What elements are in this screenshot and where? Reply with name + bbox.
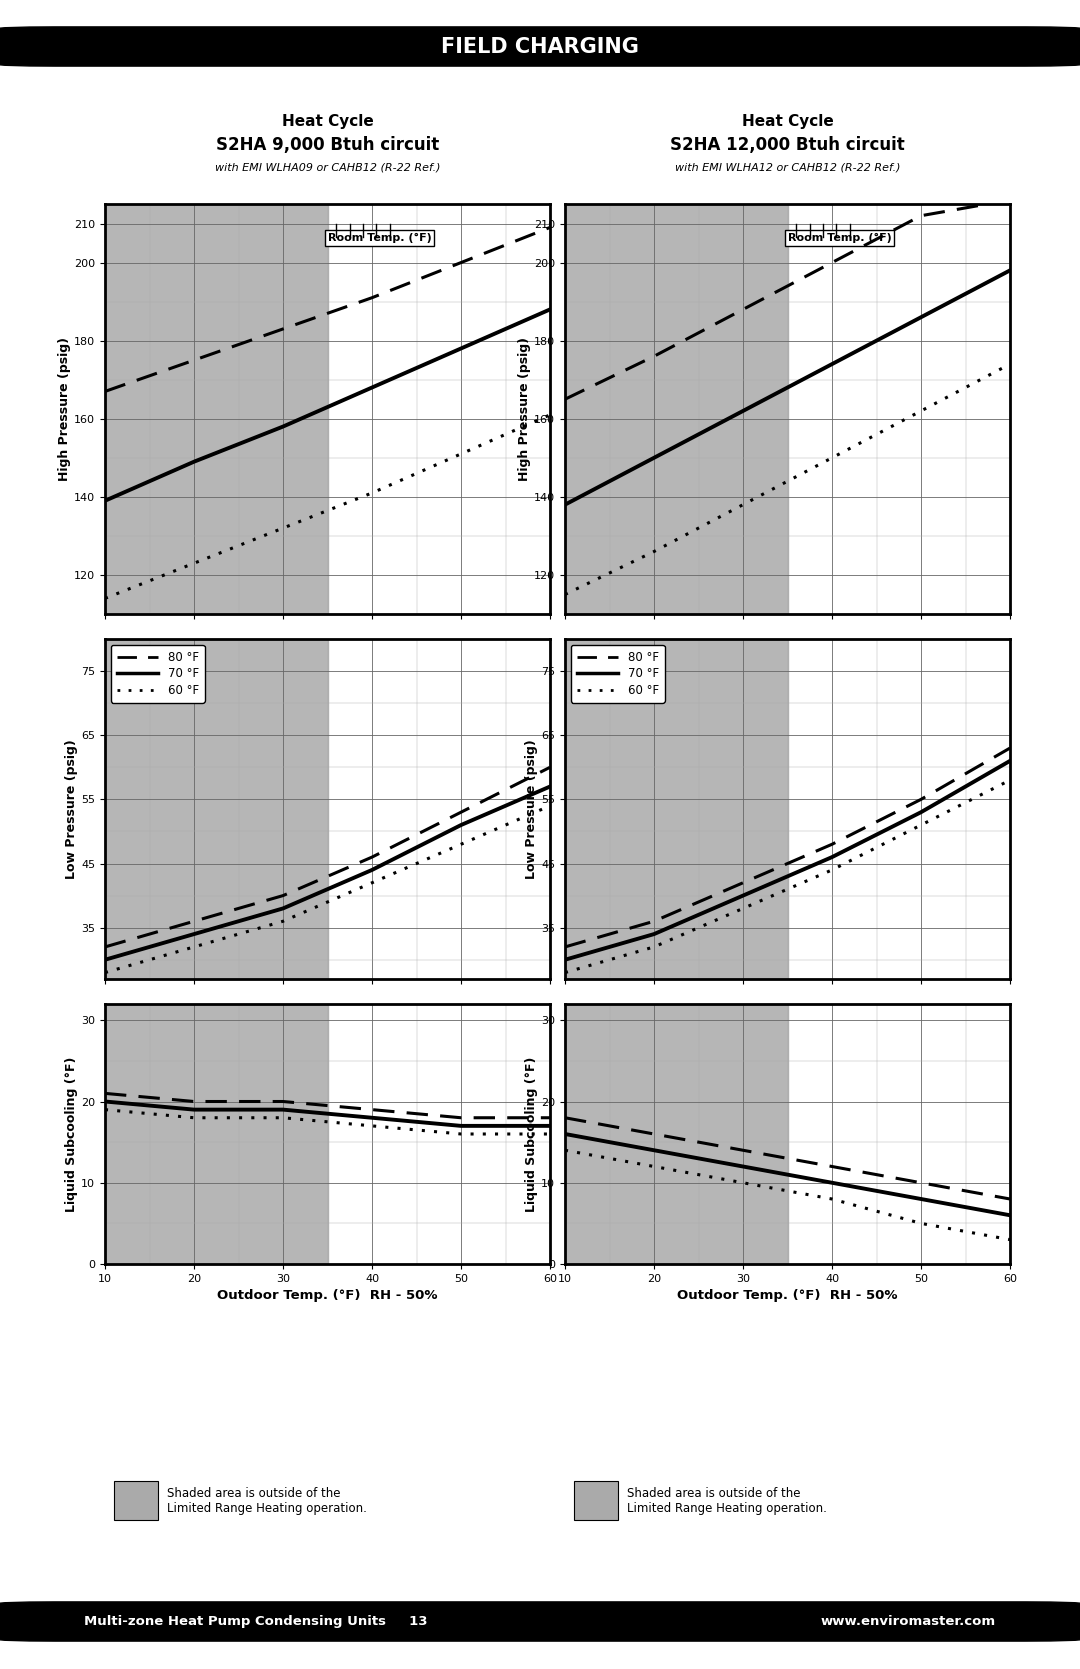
Bar	[565, 204, 787, 614]
Text: S2HA 9,000 Btuh circuit: S2HA 9,000 Btuh circuit	[216, 137, 440, 155]
Y-axis label: Liquid Subcooling (°F): Liquid Subcooling (°F)	[66, 1056, 79, 1212]
Text: with EMI WLHA09 or CAHB12 (R-22 Ref.): with EMI WLHA09 or CAHB12 (R-22 Ref.)	[215, 164, 441, 174]
Text: S2HA 12,000 Btuh circuit: S2HA 12,000 Btuh circuit	[670, 137, 905, 155]
Text: FIELD CHARGING: FIELD CHARGING	[441, 37, 639, 57]
X-axis label: Outdoor Temp. (°F)  RH - 50%: Outdoor Temp. (°F) RH - 50%	[677, 1288, 897, 1302]
Bar	[113, 1480, 159, 1519]
Text: Heat Cycle: Heat Cycle	[742, 113, 834, 129]
Text: Room Temp. (°F): Room Temp. (°F)	[787, 232, 891, 242]
FancyBboxPatch shape	[0, 27, 1080, 67]
Bar	[565, 1005, 787, 1263]
Text: Shaded area is outside of the
Limited Range Heating operation.: Shaded area is outside of the Limited Ra…	[167, 1487, 367, 1514]
Text: Heat Cycle: Heat Cycle	[282, 113, 374, 129]
Y-axis label: High Pressure (psig): High Pressure (psig)	[518, 337, 531, 481]
Bar	[105, 204, 327, 614]
Y-axis label: Low Pressure (psig): Low Pressure (psig)	[66, 739, 79, 880]
Bar	[573, 1480, 619, 1519]
Text: www.enviromaster.com: www.enviromaster.com	[821, 1616, 996, 1627]
Y-axis label: Low Pressure (psig): Low Pressure (psig)	[525, 739, 538, 880]
Bar	[565, 639, 787, 980]
Legend: 80 °F, 70 °F, 60 °F: 80 °F, 70 °F, 60 °F	[571, 644, 664, 703]
Bar	[105, 639, 327, 980]
Bar	[105, 1005, 327, 1263]
Y-axis label: High Pressure (psig): High Pressure (psig)	[58, 337, 71, 481]
Y-axis label: Liquid Subcooling (°F): Liquid Subcooling (°F)	[525, 1056, 538, 1212]
Legend: 80 °F, 70 °F, 60 °F: 80 °F, 70 °F, 60 °F	[111, 644, 204, 703]
X-axis label: Outdoor Temp. (°F)  RH - 50%: Outdoor Temp. (°F) RH - 50%	[217, 1288, 437, 1302]
Text: with EMI WLHA12 or CAHB12 (R-22 Ref.): with EMI WLHA12 or CAHB12 (R-22 Ref.)	[675, 164, 901, 174]
Text: Room Temp. (°F): Room Temp. (°F)	[327, 232, 431, 242]
Text: Multi-zone Heat Pump Condensing Units     13: Multi-zone Heat Pump Condensing Units 13	[84, 1616, 428, 1627]
Text: Shaded area is outside of the
Limited Range Heating operation.: Shaded area is outside of the Limited Ra…	[627, 1487, 827, 1514]
FancyBboxPatch shape	[0, 1602, 1080, 1641]
